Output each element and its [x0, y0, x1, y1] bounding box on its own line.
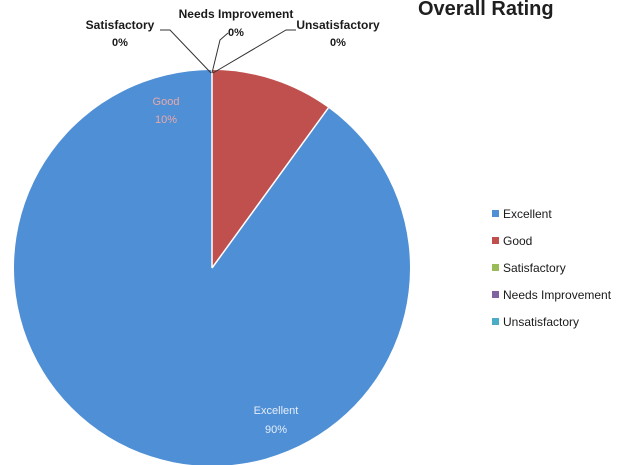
legend-swatch-satisfactory: [492, 264, 499, 271]
leader-line-needs-improvement: [211, 32, 229, 74]
pie-slices: [14, 70, 411, 465]
inside-labels: Excellent 90% Good 10%: [153, 96, 299, 436]
legend-label-unsatisfactory: Unsatisfactory: [503, 315, 579, 329]
legend-swatch-needs-improvement: [492, 291, 499, 298]
legend-swatch-good: [492, 237, 499, 244]
legend-label-good: Good: [503, 234, 532, 248]
callout-unsatisfactory-name: Unsatisfactory: [296, 18, 380, 32]
callout-satisfactory-pct: 0%: [112, 37, 128, 49]
leader-line-unsatisfactory: [212, 29, 296, 74]
chart-title: Overall Rating: [418, 0, 554, 20]
legend-label-excellent: Excellent: [503, 207, 552, 221]
callout-needs-improvement-name: Needs Improvement: [179, 7, 294, 21]
leader-line-satisfactory: [160, 29, 212, 74]
slice-separators: [211, 70, 329, 269]
slice-label-excellent-pct: 90%: [265, 424, 287, 436]
slice-label-good-name: Good: [153, 96, 180, 108]
legend-label-satisfactory: Satisfactory: [503, 261, 566, 275]
callout-unsatisfactory-pct: 0%: [330, 37, 346, 49]
legend-swatch-excellent: [492, 210, 499, 217]
callout-needs-improvement-pct: 0%: [228, 27, 244, 39]
slice-label-excellent-name: Excellent: [254, 405, 299, 417]
slice-label-good-pct: 10%: [155, 114, 177, 126]
pie-slice-excellent: [14, 70, 411, 465]
legend-swatch-unsatisfactory: [492, 318, 499, 325]
callout-satisfactory-name: Satisfactory: [86, 18, 155, 32]
legend: Excellent Good Satisfactory Needs Improv…: [492, 207, 612, 329]
pie-slice-good: [212, 70, 329, 268]
legend-label-needs-improvement: Needs Improvement: [503, 288, 612, 302]
zero-slice-callouts: Satisfactory 0% Needs Improvement 0% Uns…: [86, 7, 380, 74]
